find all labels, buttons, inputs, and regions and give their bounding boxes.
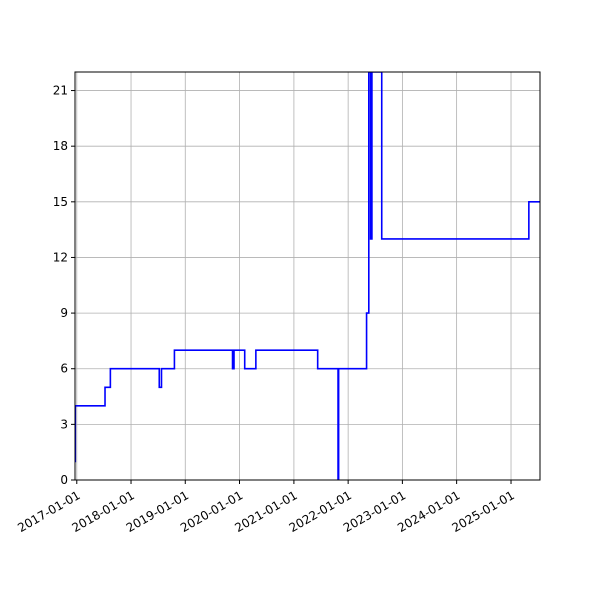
- x-tick-label: 2025-01-01: [450, 488, 517, 535]
- plot-area-frame: [74, 71, 541, 481]
- series-line-0: [75, 72, 540, 480]
- y-axis-ticks: 0 3 6 9 12 15 18 21: [53, 84, 75, 487]
- y-tick-label: 9: [60, 306, 68, 320]
- y-tick-label: 15: [53, 195, 68, 209]
- y-tick-label: 6: [60, 362, 68, 376]
- y-tick-label: 3: [60, 417, 68, 431]
- series-layer: [75, 72, 540, 480]
- y-tick-label: 21: [53, 84, 68, 98]
- y-tick-label: 18: [53, 139, 68, 153]
- y-tick-label: 12: [53, 250, 68, 264]
- y-tick-label: 0: [60, 473, 68, 487]
- grid-lines: [75, 72, 540, 481]
- x-axis-ticks: 2017-01-012018-01-012019-01-012020-01-01…: [15, 480, 517, 535]
